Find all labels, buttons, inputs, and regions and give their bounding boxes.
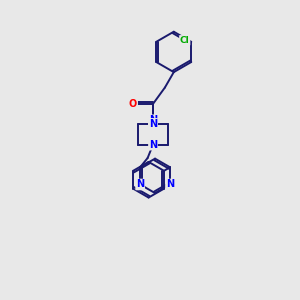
Text: N: N bbox=[166, 179, 174, 190]
Text: N: N bbox=[149, 119, 157, 129]
Text: N: N bbox=[149, 140, 157, 150]
Text: O: O bbox=[129, 99, 137, 109]
Text: N: N bbox=[149, 115, 157, 125]
Text: Cl: Cl bbox=[180, 36, 190, 45]
Text: N: N bbox=[136, 179, 144, 190]
